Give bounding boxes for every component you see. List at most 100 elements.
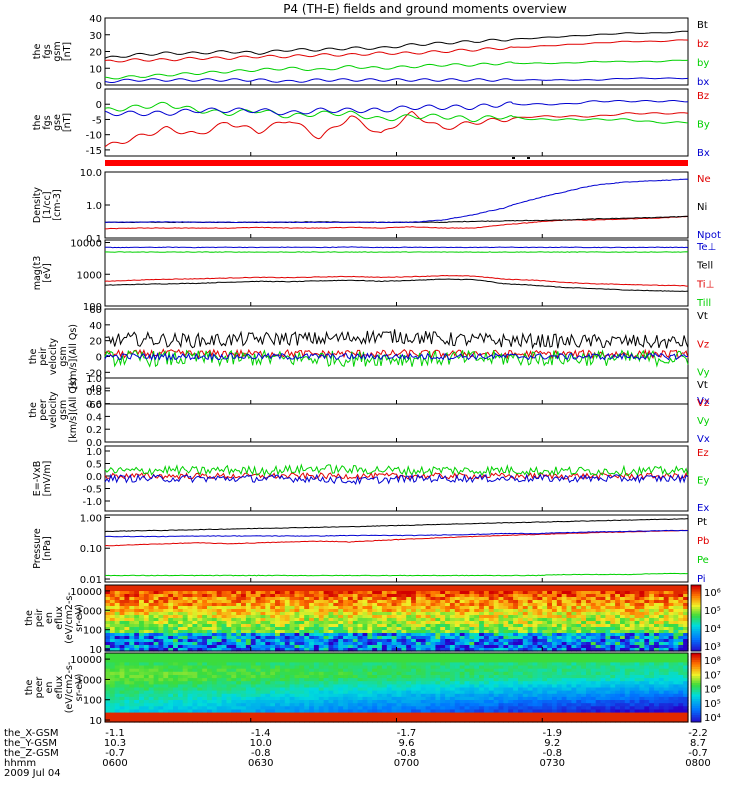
heatmap-cell	[114, 684, 121, 689]
heatmap-cell	[590, 681, 597, 685]
heatmap-cell	[207, 693, 213, 698]
heatmap-cell	[552, 603, 558, 607]
heatmap-cell	[683, 609, 689, 613]
heatmap-cell	[129, 630, 135, 634]
heatmap-cell	[192, 636, 198, 640]
heatmap-cell	[279, 630, 286, 634]
heatmap-cell	[338, 594, 344, 598]
heatmap-cell	[425, 675, 432, 679]
heatmap-cell	[420, 588, 427, 592]
heatmap-cell	[430, 681, 436, 685]
heatmap-cell	[634, 642, 641, 646]
heatmap-cell	[624, 606, 631, 610]
heatmap-cell	[552, 675, 558, 679]
heatmap-cell	[445, 690, 451, 695]
heatmap-cell	[590, 671, 597, 676]
heatmap-cell	[192, 700, 198, 704]
heatmap-cell	[148, 668, 155, 673]
heatmap-cell	[654, 681, 660, 685]
heatmap-cell	[513, 681, 519, 685]
heatmap-cell	[469, 618, 475, 622]
heatmap-cell	[357, 585, 364, 589]
heatmap-cell	[109, 630, 116, 634]
heatmap-cell	[352, 600, 359, 604]
heatmap-cell	[513, 615, 519, 619]
heatmap-cell	[313, 591, 320, 595]
heatmap-cell	[488, 693, 495, 698]
heatmap-cell	[590, 627, 597, 631]
heatmap-cell	[449, 671, 456, 676]
heatmap-cell	[522, 630, 529, 634]
heatmap-cell	[668, 675, 675, 679]
heatmap-cell	[474, 656, 480, 660]
heatmap-cell	[479, 648, 485, 652]
heatmap-cell	[163, 636, 169, 640]
heatmap-cell	[532, 630, 538, 634]
y-tick-label: 20	[89, 48, 102, 59]
heatmap-cell	[139, 656, 145, 660]
heatmap-cell	[615, 630, 621, 634]
heatmap-cell	[576, 594, 582, 598]
heatmap-cell	[114, 681, 121, 685]
heatmap-cell	[377, 594, 383, 598]
heatmap-cell	[124, 624, 130, 628]
heatmap-cell	[279, 600, 286, 604]
heatmap-cell	[537, 696, 543, 701]
heatmap-cell	[610, 606, 616, 610]
heatmap-cell	[420, 681, 427, 685]
heatmap-cell	[401, 645, 407, 649]
heatmap-cell	[508, 594, 514, 598]
heatmap-cell	[595, 624, 602, 628]
heatmap-cell	[270, 606, 276, 610]
heatmap-cell	[522, 600, 529, 604]
heatmap-cell	[527, 642, 534, 646]
heatmap-cell	[542, 656, 548, 660]
heatmap-cell	[678, 659, 684, 663]
heatmap-cell	[304, 642, 310, 646]
heatmap-cell	[624, 668, 631, 673]
heatmap-cell	[542, 671, 548, 676]
heatmap-cell	[527, 624, 534, 628]
heatmap-cell	[177, 639, 184, 643]
heatmap-cell	[338, 675, 344, 679]
heatmap-cell	[367, 585, 373, 589]
heatmap-cell	[654, 665, 660, 670]
heatmap-cell	[488, 687, 495, 692]
heatmap-cell	[279, 624, 286, 628]
heatmap-cell	[406, 591, 412, 595]
heatmap-cell	[333, 645, 339, 649]
heatmap-cell	[454, 627, 461, 631]
heatmap-cell	[129, 618, 135, 622]
heatmap-cell	[362, 639, 368, 643]
heatmap-cell	[552, 645, 558, 649]
heatmap-cell	[236, 639, 242, 643]
heatmap-cell	[542, 645, 548, 649]
heatmap-cell	[260, 653, 266, 657]
heatmap-cell	[124, 706, 130, 710]
heatmap-cell	[279, 662, 286, 667]
heatmap-cell	[678, 636, 684, 640]
heatmap-cell	[420, 668, 427, 673]
heatmap-cell	[649, 659, 655, 663]
heatmap-cell	[576, 591, 582, 595]
heatmap-cell	[309, 648, 315, 652]
heatmap-cell	[571, 675, 577, 679]
heatmap-cell	[556, 648, 563, 652]
heatmap-cell	[221, 687, 228, 692]
heatmap-cell	[114, 591, 121, 595]
heatmap-cell	[459, 642, 466, 646]
heatmap-cell	[381, 703, 388, 707]
heatmap-cell	[624, 627, 631, 631]
heatmap-cell	[673, 687, 679, 692]
heatmap-cell	[289, 700, 296, 704]
heatmap-cell	[542, 675, 548, 679]
colorbar-label: 10⁵	[704, 606, 721, 617]
heatmap-cell	[547, 700, 553, 704]
heatmap-cell	[270, 706, 276, 710]
heatmap-cell	[386, 690, 393, 695]
heatmap-cell	[522, 648, 529, 652]
heatmap-cell	[430, 687, 436, 692]
heatmap-cell	[629, 665, 636, 670]
heatmap-cell	[143, 687, 150, 692]
heatmap-cell	[624, 671, 631, 676]
